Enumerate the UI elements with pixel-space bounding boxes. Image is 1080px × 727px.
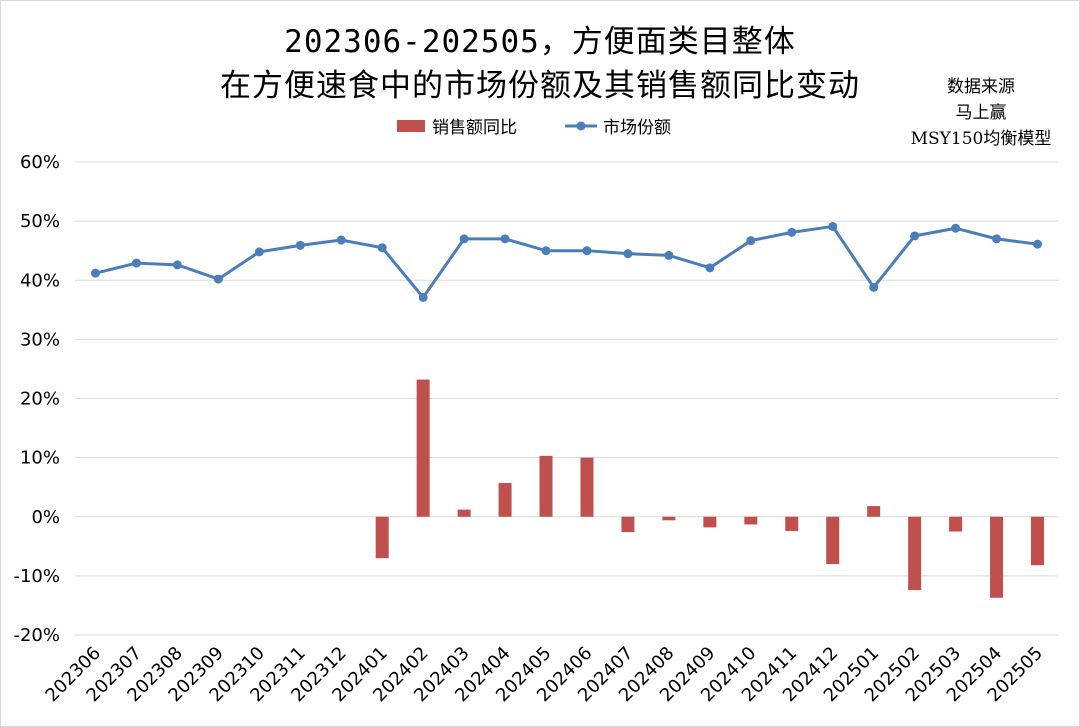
line-point xyxy=(377,243,387,253)
line-point xyxy=(131,258,141,268)
bar xyxy=(621,516,635,533)
line-point xyxy=(90,268,100,278)
bar xyxy=(375,516,389,559)
bar xyxy=(457,509,471,517)
line-point xyxy=(500,234,510,244)
bar xyxy=(1031,516,1045,566)
line-series xyxy=(90,221,1043,302)
chart-title-line1: 202306-202505，方便面类目整体 xyxy=(284,24,796,60)
line-point xyxy=(459,234,469,244)
bar xyxy=(867,506,881,517)
line-point xyxy=(213,274,223,284)
bar xyxy=(744,516,758,525)
bar xyxy=(580,457,594,517)
bar xyxy=(703,516,717,528)
line-point xyxy=(1033,239,1043,249)
data-source-note: 数据来源 马上赢 MSY150均衡模型 xyxy=(906,74,1056,152)
y-tick-label: 30% xyxy=(20,329,60,350)
line-point xyxy=(418,292,428,302)
line-point xyxy=(295,240,305,250)
legend-bar-swatch xyxy=(397,120,425,132)
bar xyxy=(539,455,553,517)
grid-lines xyxy=(75,161,1058,636)
legend-line-marker xyxy=(576,121,586,131)
y-tick-label: -20% xyxy=(13,625,60,646)
line-point xyxy=(582,246,592,256)
line-point xyxy=(910,231,920,241)
bar xyxy=(990,516,1004,598)
series-line xyxy=(95,224,1038,299)
line-point xyxy=(828,221,838,231)
line-point xyxy=(541,246,551,256)
bar xyxy=(498,483,512,517)
y-axis: -20% -10% 0% 10% 20% 30% 40% 50% 60% xyxy=(13,152,60,646)
y-tick-label: 10% xyxy=(20,448,60,469)
bar xyxy=(785,516,799,531)
x-axis: 2023062023072023082023092023102023112023… xyxy=(42,643,1047,706)
legend-line-label: 市场份额 xyxy=(603,118,671,138)
line-point xyxy=(336,235,346,245)
y-tick-label: 40% xyxy=(20,270,60,291)
line-point xyxy=(705,263,715,273)
source-name: 马上赢 xyxy=(955,103,1007,123)
y-tick-label: -10% xyxy=(13,566,60,587)
line-point xyxy=(746,236,756,246)
legend-bar-label: 销售额同比 xyxy=(432,118,517,138)
bar xyxy=(949,516,963,532)
y-tick-label: 50% xyxy=(20,211,60,232)
chart-title-line2: 在方便速食中的市场份额及其销售额同比变动 xyxy=(220,68,860,104)
source-model: MSY150均衡模型 xyxy=(910,129,1052,149)
bar xyxy=(826,516,840,565)
y-tick-label: 20% xyxy=(20,389,60,410)
legend: 销售额同比 市场份额 xyxy=(397,118,671,138)
bar xyxy=(662,516,676,521)
line-point xyxy=(869,282,879,292)
line-point xyxy=(254,247,264,257)
source-label: 数据来源 xyxy=(947,77,1015,97)
bar xyxy=(908,516,922,591)
y-tick-label: 0% xyxy=(31,507,60,528)
line-point xyxy=(172,260,182,270)
line-point xyxy=(623,249,633,259)
line-point xyxy=(951,223,961,233)
line-point xyxy=(992,234,1002,244)
bar-series xyxy=(375,379,1045,598)
y-tick-label: 60% xyxy=(20,152,60,173)
line-point xyxy=(787,227,797,237)
bar xyxy=(416,379,430,517)
line-point xyxy=(664,250,674,260)
